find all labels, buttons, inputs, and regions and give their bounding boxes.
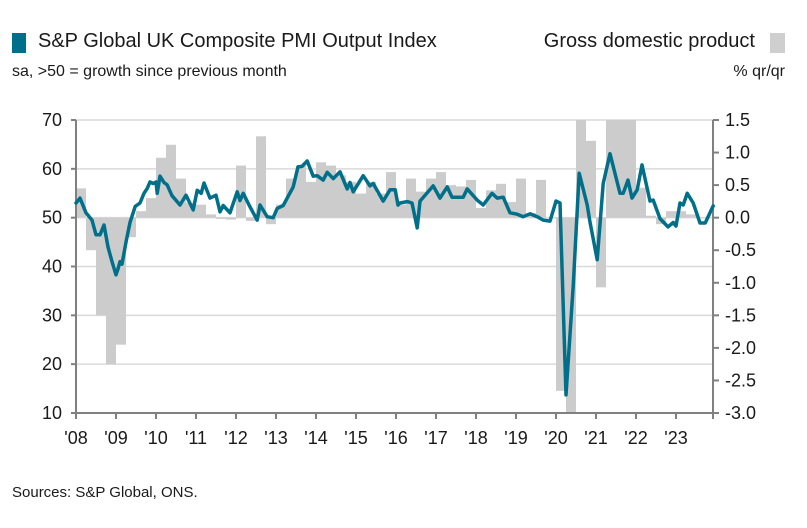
gdp-bar xyxy=(506,202,516,218)
gdp-bar xyxy=(156,157,166,218)
gdp-bar xyxy=(326,165,336,218)
gdp-bar xyxy=(196,204,206,218)
gdp-bar xyxy=(126,217,136,238)
right-axis-tick-label: -1.5 xyxy=(725,305,756,325)
gdp-bar xyxy=(586,140,596,218)
x-axis-tick-label: '21 xyxy=(584,428,607,448)
x-axis-tick-label: '09 xyxy=(104,428,127,448)
gdp-bar xyxy=(646,215,656,218)
x-axis-tick-label: '19 xyxy=(504,428,527,448)
right-axis-tick-label: 0.0 xyxy=(725,208,750,228)
gdp-bar xyxy=(106,217,116,365)
gdp-legend-label: Gross domestic product xyxy=(543,30,755,52)
gdp-bar xyxy=(236,165,246,218)
left-axis-tick-label: 60 xyxy=(42,159,62,179)
x-axis-tick-label: '12 xyxy=(224,428,247,448)
left-axis-tick-label: 20 xyxy=(42,354,62,374)
gdp-bar xyxy=(256,136,266,218)
gdp-bar xyxy=(606,120,616,218)
left-axis-tick-label: 30 xyxy=(42,305,62,325)
left-axis-tick-label: 40 xyxy=(42,257,62,277)
gdp-bar xyxy=(446,185,456,218)
x-axis-tick-label: '15 xyxy=(344,428,367,448)
gdp-bar xyxy=(366,181,376,218)
gdp-bar xyxy=(166,144,176,218)
gdp-bar xyxy=(486,190,496,218)
gdp-bar xyxy=(116,217,126,345)
left-axis-tick-label: 70 xyxy=(42,110,62,130)
gdp-bar xyxy=(676,211,686,218)
gdp-bar xyxy=(456,186,466,218)
x-axis-tick-label: '22 xyxy=(624,428,647,448)
gdp-bar xyxy=(286,178,296,218)
gdp-bar xyxy=(136,211,146,218)
gdp-bar xyxy=(226,217,236,220)
gdp-bar xyxy=(346,181,356,218)
gdp-bar xyxy=(306,181,316,218)
right-axis-tick-label: -2.0 xyxy=(725,338,756,358)
left-axis-tick-label: 50 xyxy=(42,208,62,228)
gdp-bar xyxy=(556,217,566,391)
right-axis-unit: % qr/qr xyxy=(733,63,785,80)
x-axis-tick-label: '20 xyxy=(544,428,567,448)
right-axis-tick-label: -1.0 xyxy=(725,273,756,293)
gdp-bar xyxy=(686,214,696,218)
right-axis-tick-label: 1.5 xyxy=(725,110,750,130)
x-axis-tick-label: '23 xyxy=(664,428,687,448)
gdp-bar xyxy=(616,120,626,218)
left-axis-tick-label: 10 xyxy=(42,403,62,423)
gdp-bar xyxy=(296,165,306,218)
gdp-bar xyxy=(216,217,226,219)
gdp-bar xyxy=(666,211,676,218)
gdp-bar xyxy=(426,178,436,218)
source-note: Sources: S&P Global, ONS. xyxy=(12,484,198,501)
pmi-line xyxy=(74,151,715,397)
gdp-bar xyxy=(336,175,346,218)
gdp-bar xyxy=(146,198,156,218)
gdp-bar xyxy=(636,187,646,218)
gdp-bar xyxy=(406,178,416,218)
gdp-bar xyxy=(206,214,216,218)
gdp-bar xyxy=(176,178,186,218)
right-axis-tick-label: -0.5 xyxy=(725,240,756,260)
gdp-bar xyxy=(386,172,396,218)
gdp-legend-swatch xyxy=(770,33,785,53)
x-axis-tick-label: '16 xyxy=(384,428,407,448)
gdp-bar xyxy=(696,217,706,219)
gdp-bar xyxy=(316,162,326,218)
gdp-bar xyxy=(516,178,526,218)
x-axis-tick-label: '13 xyxy=(264,428,287,448)
gdp-bar xyxy=(626,120,636,218)
x-axis-tick-label: '11 xyxy=(185,428,207,448)
right-axis-tick-label: -2.5 xyxy=(725,370,756,390)
pmi-legend-label: S&P Global UK Composite PMI Output Index xyxy=(38,30,437,52)
x-axis-tick-label: '14 xyxy=(304,428,327,448)
x-axis-tick-label: '10 xyxy=(144,428,167,448)
x-axis-tick-label: '17 xyxy=(424,428,447,448)
gdp-bar xyxy=(536,179,546,218)
gdp-bar xyxy=(186,202,196,218)
gdp-bar xyxy=(476,207,486,218)
right-axis-tick-label: 1.0 xyxy=(725,143,750,163)
gdp-bar xyxy=(466,179,476,218)
left-axis-subtitle: sa, >50 = growth since previous month xyxy=(12,63,287,80)
gdp-bar xyxy=(396,204,406,218)
x-axis-tick-label: '08 xyxy=(64,428,87,448)
gdp-bar xyxy=(496,183,506,218)
right-axis-tick-label: 0.5 xyxy=(725,175,750,195)
gdp-bar xyxy=(266,217,276,225)
gdp-bar xyxy=(376,193,386,218)
pmi-legend-swatch xyxy=(12,33,26,53)
gdp-bar xyxy=(356,193,366,218)
right-axis-tick-label: -3.0 xyxy=(725,403,756,423)
gdp-bar xyxy=(86,217,96,251)
x-axis-tick-label: '18 xyxy=(464,428,487,448)
gdp-bar xyxy=(246,217,256,221)
gdp-bar xyxy=(96,217,106,316)
gdp-bar xyxy=(576,120,586,218)
gdp-bar xyxy=(596,217,606,288)
gdp-bar xyxy=(276,204,286,218)
